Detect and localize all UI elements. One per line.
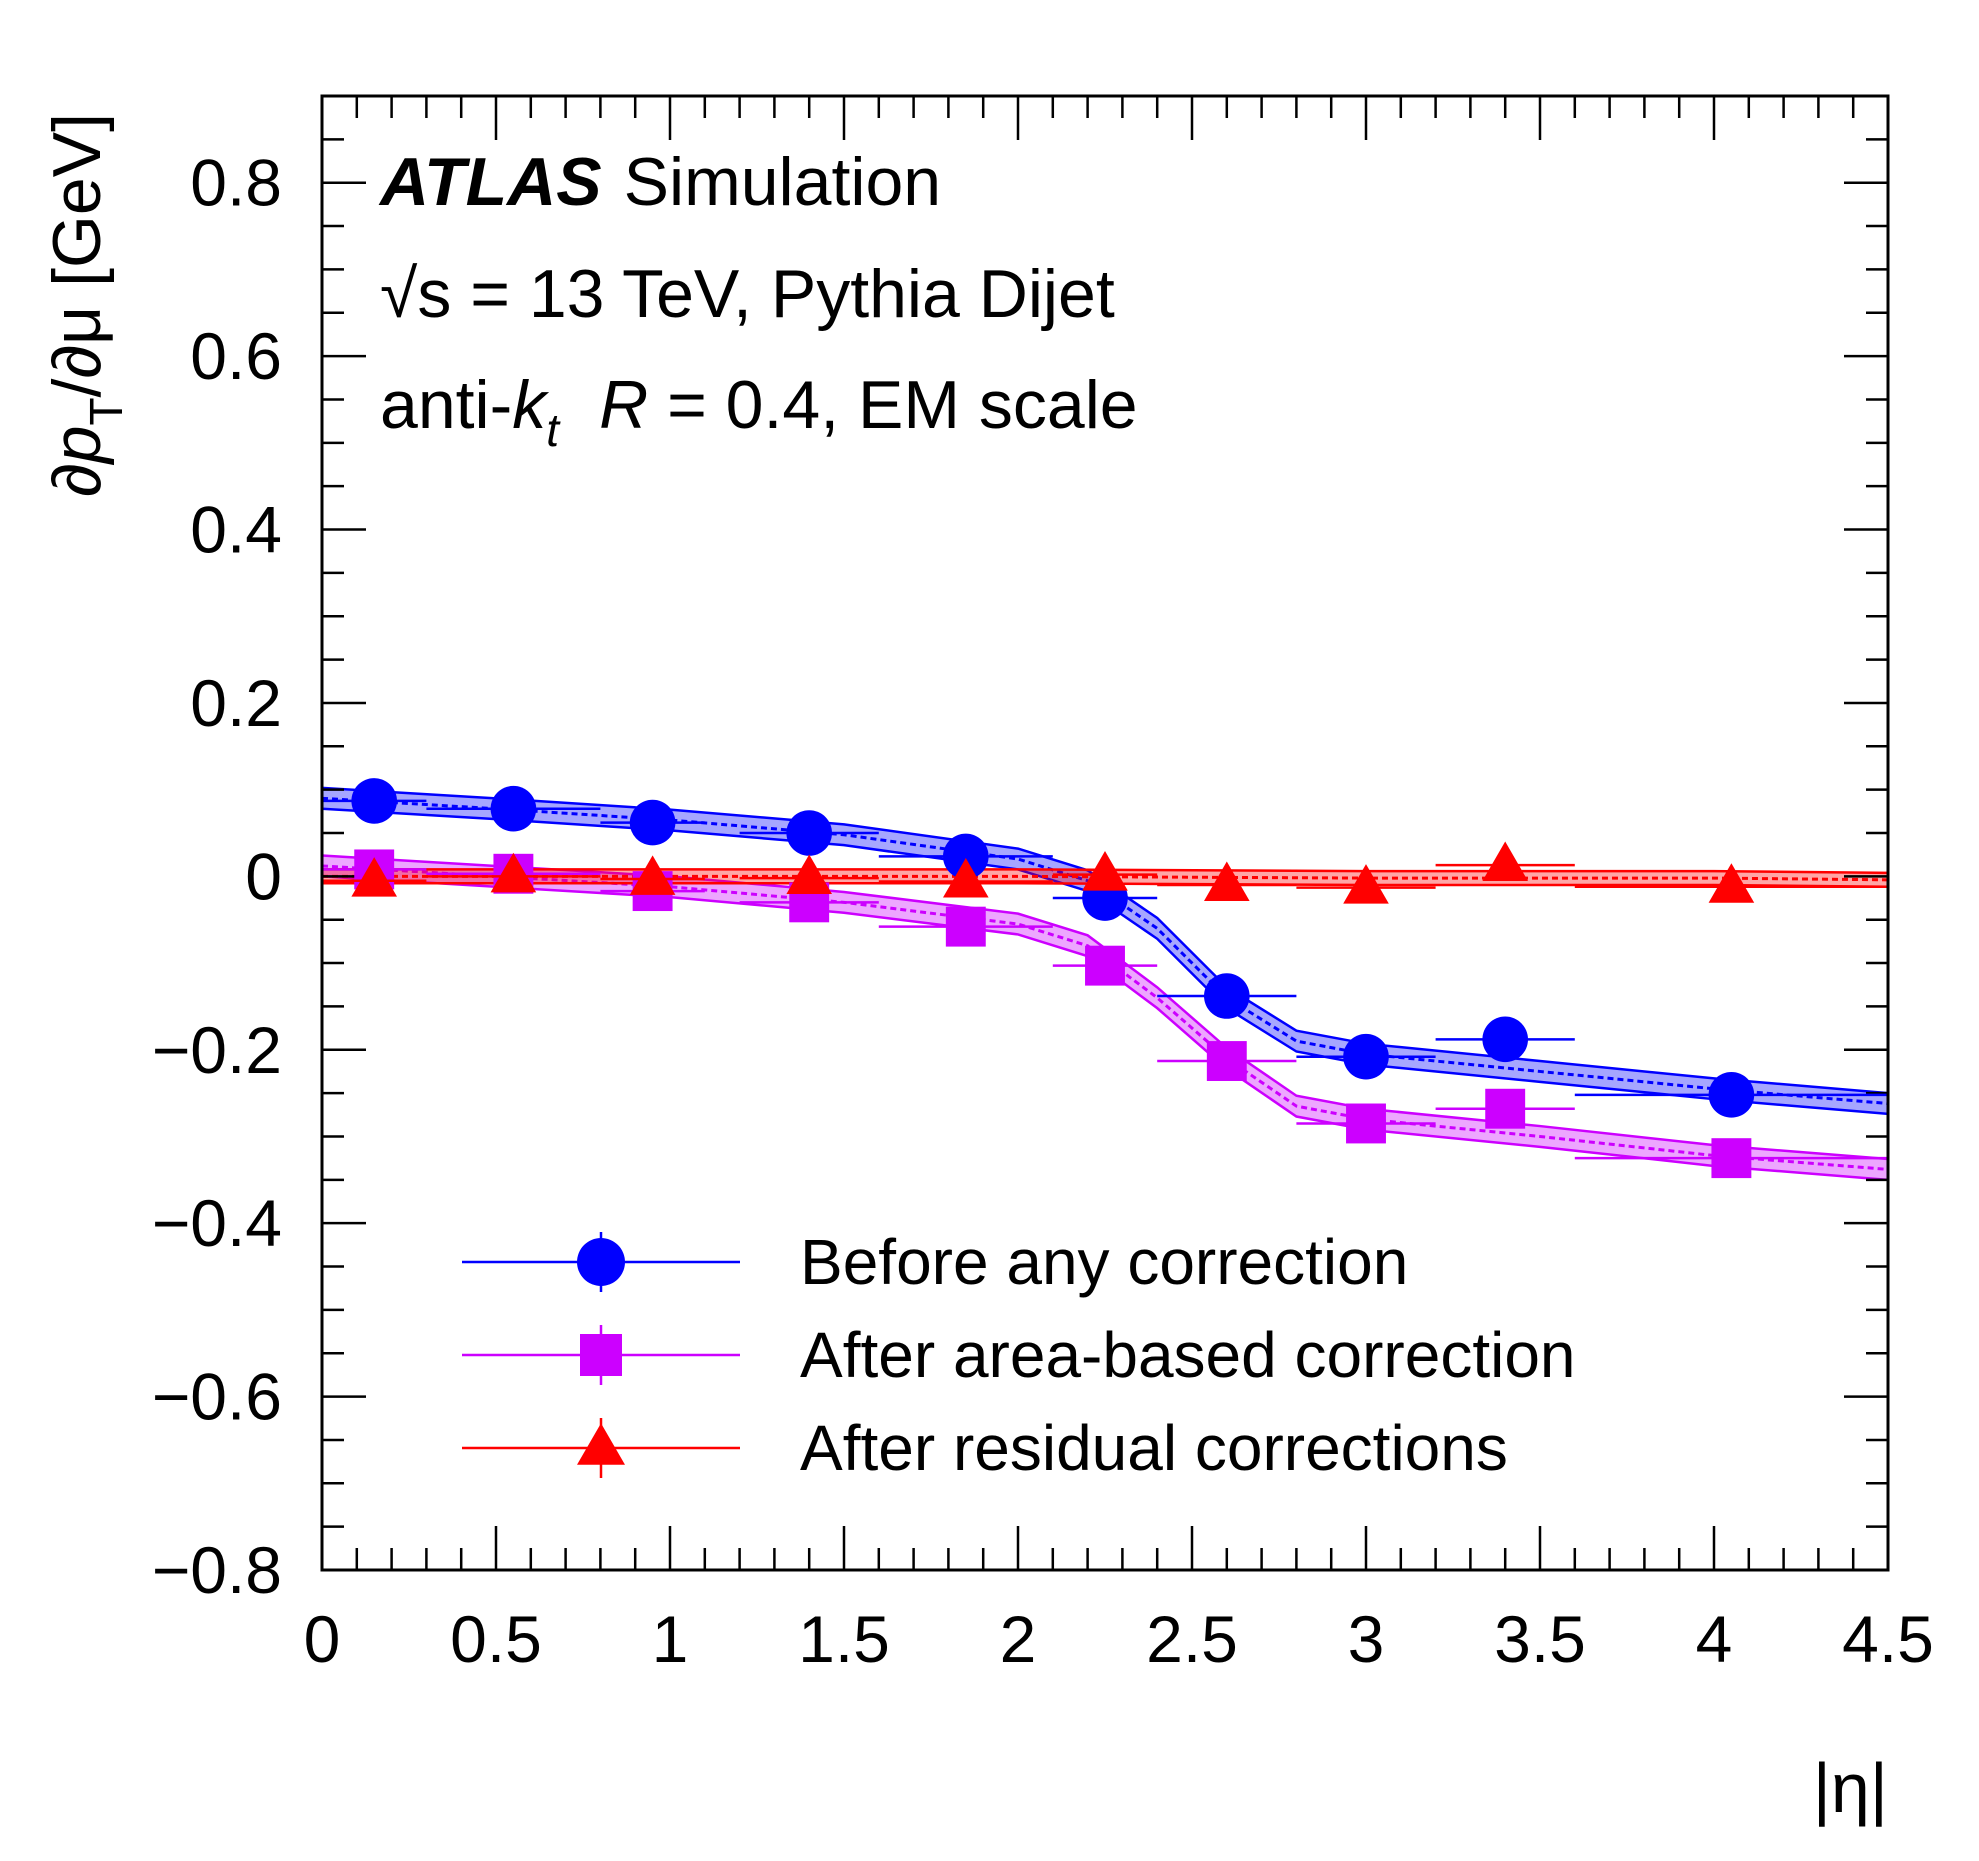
jet-t: t (546, 404, 561, 456)
legend-item: After area-based correction (462, 1319, 1576, 1391)
data-point (1485, 1088, 1526, 1129)
data-point (1708, 1072, 1755, 1118)
data-point (1085, 945, 1125, 986)
data-point (1343, 1033, 1389, 1080)
y-axis: 0.8 0.6 0.4 0.2 0 −0.2 −0.4 −0.6 −0.8 (152, 94, 1888, 1607)
x-axis: 0 0.5 1 1.5 2 2.5 3 3.5 4 4.5 (304, 96, 1934, 1676)
atlas-suffix: Simulation (624, 144, 942, 220)
y-tick-label: 0.6 (190, 319, 282, 393)
y-tick-label: 0.4 (190, 493, 282, 567)
data-point (1204, 973, 1250, 1019)
jet-anti: anti- (380, 367, 512, 443)
legend-item: After residual corrections (462, 1412, 1508, 1484)
x-tick-label: 3 (1348, 1602, 1385, 1676)
y-axis-label: ∂pT/∂μ [GeV] (39, 113, 132, 497)
data-series (322, 778, 1888, 1179)
data-point (1482, 841, 1528, 882)
legend-label: After area-based correction (800, 1319, 1576, 1391)
y-tick-label: −0.4 (152, 1186, 282, 1260)
jet-algorithm-label: anti-kt R = 0.4, EM scale (380, 367, 1138, 456)
data-point (629, 799, 676, 846)
data-point (351, 857, 397, 897)
data-point (1082, 851, 1128, 891)
data-point (1711, 1138, 1752, 1179)
y-label-post: /∂μ [GeV] (39, 113, 115, 397)
y-tick-label: 0.8 (190, 146, 282, 220)
data-point (629, 855, 676, 895)
data-point (490, 785, 537, 832)
data-point (1346, 1103, 1386, 1144)
plot-frame (320, 94, 1890, 1572)
band-line-2 (322, 874, 1889, 882)
data-point (943, 857, 989, 898)
y-tick-label: 0.2 (190, 666, 282, 740)
data-point (1482, 1016, 1528, 1063)
data-point (1708, 863, 1755, 903)
data-point (943, 833, 989, 880)
legend-item: Before any correction (462, 1226, 1408, 1298)
x-tick-label: 4 (1696, 1602, 1733, 1676)
y-label-p: p (39, 426, 115, 466)
data-point (490, 852, 537, 893)
x-tick-label: 2.5 (1146, 1602, 1238, 1676)
jet-suffix: = 0.4, EM scale (648, 367, 1137, 443)
data-point (786, 810, 832, 856)
y-label-sub: T (80, 397, 132, 425)
y-tick-label: −0.8 (152, 1533, 282, 1607)
atlas-experiment: ATLAS (378, 144, 602, 220)
x-tick-label: 3.5 (1494, 1602, 1586, 1676)
x-tick-label: 1.5 (798, 1602, 890, 1676)
atlas-experiment-label: ATLAS Simulation (378, 144, 941, 220)
x-tick-label: 2 (1000, 1602, 1037, 1676)
legend-label: Before any correction (800, 1226, 1408, 1298)
band-edge-lower-1 (321, 875, 1889, 1182)
energy-label: √s = 13 TeV, Pythia Dijet (380, 256, 1115, 332)
data-point (945, 906, 986, 947)
data-point (1343, 864, 1389, 904)
atlas-label: ATLAS Simulation √s = 13 TeV, Pythia Dije… (378, 144, 1138, 456)
band-edge-upper-0 (321, 786, 1889, 1095)
y-label-pre: ∂ (39, 463, 115, 497)
x-tick-label: 1 (652, 1602, 689, 1676)
data-point (351, 778, 398, 824)
y-tick-label: −0.2 (152, 1013, 282, 1087)
legend-label: After residual corrections (800, 1412, 1508, 1484)
series-0 (322, 778, 1888, 1118)
jet-k: k (512, 367, 549, 443)
jet-R: R (599, 367, 648, 443)
y-tick-label: 0 (245, 839, 282, 913)
x-axis-label: |η| (1813, 1749, 1888, 1827)
band-line-0 (321, 796, 1889, 1106)
x-tick-label: 4.5 (1842, 1602, 1934, 1676)
legend: Before any correction After area-based co… (462, 1226, 1576, 1484)
legend-marker (580, 1334, 622, 1376)
band-line-1 (321, 864, 1889, 1171)
data-point (1206, 1041, 1247, 1081)
legend-marker (577, 1423, 625, 1465)
band-edge-upper-2 (322, 868, 1889, 875)
series-2 (322, 841, 1888, 904)
x-tick-label: 0.5 (450, 1602, 542, 1676)
data-point (786, 854, 832, 895)
data-point (1204, 861, 1250, 901)
y-tick-label: −0.6 (152, 1360, 282, 1434)
legend-marker (577, 1238, 625, 1286)
x-tick-label: 0 (304, 1602, 341, 1676)
